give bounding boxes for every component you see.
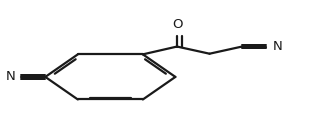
- Text: N: N: [5, 70, 15, 83]
- Text: O: O: [172, 18, 182, 31]
- Text: N: N: [272, 40, 282, 53]
